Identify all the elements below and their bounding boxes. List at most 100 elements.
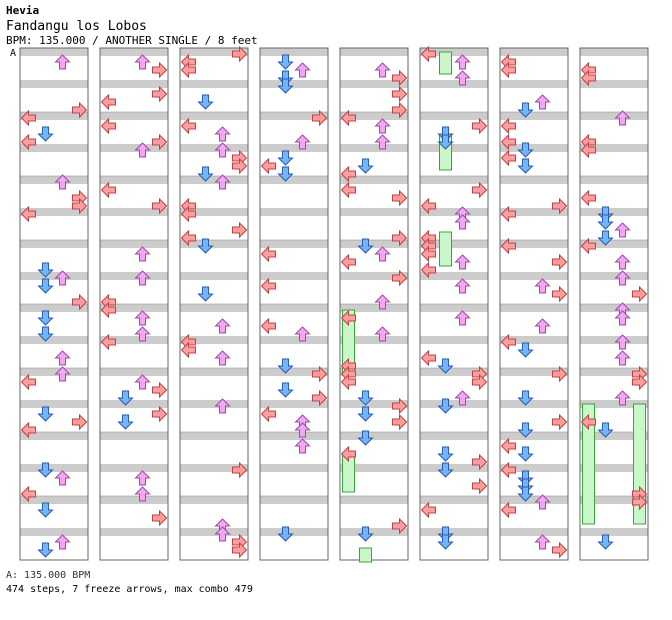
beat-stripe bbox=[180, 160, 248, 168]
right-arrow-icon bbox=[552, 413, 568, 431]
right-arrow-icon bbox=[472, 117, 488, 135]
up-arrow-icon bbox=[454, 70, 471, 86]
beat-stripe bbox=[20, 432, 88, 440]
beat-stripe bbox=[580, 256, 648, 264]
beat-stripe bbox=[580, 272, 648, 280]
beat-stripe bbox=[180, 496, 248, 504]
beat-stripe bbox=[260, 80, 328, 88]
beat-stripe bbox=[180, 112, 248, 120]
right-arrow-icon bbox=[552, 541, 568, 559]
beat-stripe bbox=[260, 544, 328, 552]
down-arrow-icon bbox=[37, 278, 54, 294]
beat-stripe bbox=[180, 144, 248, 152]
beat-stripe bbox=[100, 288, 168, 296]
right-arrow-icon bbox=[472, 373, 488, 391]
beat-stripe bbox=[100, 272, 168, 280]
beat-stripe bbox=[100, 112, 168, 120]
left-arrow-icon bbox=[20, 133, 36, 151]
beat-stripe bbox=[420, 384, 488, 392]
up-arrow-icon bbox=[534, 494, 551, 510]
left-arrow-icon bbox=[500, 61, 516, 79]
beat-stripe bbox=[500, 80, 568, 88]
up-arrow-icon bbox=[454, 390, 471, 406]
beat-stripe bbox=[100, 512, 168, 520]
beat-stripe bbox=[260, 176, 328, 184]
down-arrow-icon bbox=[197, 286, 214, 302]
beat-stripe bbox=[580, 304, 648, 312]
left-arrow-icon bbox=[500, 501, 516, 519]
up-arrow-icon bbox=[454, 278, 471, 294]
beat-stripe bbox=[500, 464, 568, 472]
beat-stripe bbox=[500, 416, 568, 424]
beat-stripe bbox=[180, 176, 248, 184]
right-arrow-icon bbox=[232, 541, 248, 559]
beat-stripe bbox=[180, 320, 248, 328]
beat-stripe bbox=[340, 128, 408, 136]
down-arrow-icon bbox=[117, 414, 134, 430]
beat-stripe bbox=[420, 544, 488, 552]
beat-stripe bbox=[500, 384, 568, 392]
up-arrow-icon bbox=[54, 174, 71, 190]
down-arrow-icon bbox=[517, 102, 534, 118]
beat-stripe bbox=[500, 240, 568, 248]
up-arrow-icon bbox=[374, 326, 391, 342]
left-arrow-icon bbox=[580, 69, 596, 87]
beat-stripe bbox=[340, 528, 408, 536]
right-arrow-icon bbox=[312, 389, 328, 407]
bpm-legend: A: 135.000 BPM bbox=[6, 570, 91, 581]
beat-stripe bbox=[180, 544, 248, 552]
beat-stripe bbox=[260, 160, 328, 168]
beat-stripe bbox=[100, 352, 168, 360]
beat-stripe bbox=[500, 288, 568, 296]
column-border bbox=[259, 47, 329, 561]
down-arrow-icon bbox=[517, 486, 534, 502]
down-arrow-icon bbox=[597, 230, 614, 246]
chart-info: BPM: 135.000 / ANOTHER SINGLE / 8 feet bbox=[6, 34, 258, 47]
beat-stripe bbox=[20, 480, 88, 488]
down-arrow-icon bbox=[437, 398, 454, 414]
beat-stripe bbox=[20, 288, 88, 296]
down-arrow-icon bbox=[277, 358, 294, 374]
column-border bbox=[419, 47, 489, 561]
up-arrow-icon bbox=[214, 526, 231, 542]
beat-stripe bbox=[580, 448, 648, 456]
song-title: Fandangu los Lobos bbox=[6, 19, 147, 34]
beat-stripe bbox=[260, 496, 328, 504]
up-arrow-icon bbox=[214, 126, 231, 142]
left-arrow-icon bbox=[260, 277, 276, 295]
left-arrow-icon bbox=[500, 149, 516, 167]
beat-stripe bbox=[340, 160, 408, 168]
right-arrow-icon bbox=[232, 221, 248, 239]
up-arrow-icon bbox=[134, 270, 151, 286]
right-arrow-icon bbox=[552, 197, 568, 215]
beat-stripe bbox=[20, 528, 88, 536]
down-arrow-icon bbox=[357, 158, 374, 174]
beat-stripe bbox=[420, 160, 488, 168]
down-arrow-icon bbox=[437, 134, 454, 150]
beat-stripe bbox=[500, 352, 568, 360]
beat-stripe bbox=[180, 128, 248, 136]
down-arrow-icon bbox=[597, 214, 614, 230]
beat-stripe bbox=[180, 288, 248, 296]
left-arrow-icon bbox=[180, 117, 196, 135]
beat-stripe bbox=[260, 256, 328, 264]
up-arrow-icon bbox=[374, 62, 391, 78]
beat-stripe bbox=[420, 432, 488, 440]
down-arrow-icon bbox=[517, 390, 534, 406]
beat-stripe bbox=[20, 240, 88, 248]
up-arrow-icon bbox=[614, 222, 631, 238]
beat-stripe bbox=[500, 112, 568, 120]
beat-stripe bbox=[420, 272, 488, 280]
left-arrow-icon bbox=[420, 501, 436, 519]
beat-stripe bbox=[180, 96, 248, 104]
beat-stripe bbox=[580, 432, 648, 440]
up-arrow-icon bbox=[374, 294, 391, 310]
beat-stripe bbox=[100, 336, 168, 344]
beat-stripe bbox=[100, 176, 168, 184]
left-arrow-icon bbox=[580, 189, 596, 207]
beat-stripe bbox=[420, 416, 488, 424]
left-arrow-icon bbox=[100, 181, 116, 199]
beat-stripe bbox=[100, 416, 168, 424]
up-arrow-icon bbox=[134, 246, 151, 262]
column-border bbox=[579, 47, 649, 561]
